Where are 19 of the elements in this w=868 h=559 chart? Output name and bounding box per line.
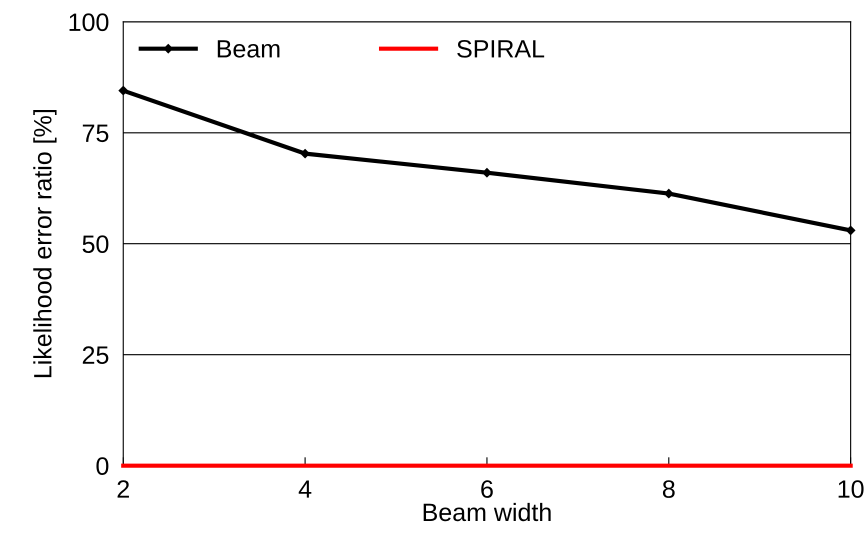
x-tick-label: 6 xyxy=(481,480,493,498)
x-tick-label: 8 xyxy=(662,480,675,498)
legend-label: Beam xyxy=(218,40,280,58)
legend-label: SPIRAL xyxy=(457,40,544,58)
y-axis-title: Likelihood error ratio [%] xyxy=(33,110,57,378)
y-tick-label: 25 xyxy=(82,346,108,364)
point xyxy=(482,168,492,178)
y-tick-label: 75 xyxy=(82,124,108,142)
x-tick-label: 10 xyxy=(838,480,864,498)
x-tick-label: 2 xyxy=(118,480,129,498)
y-tick-label: 100 xyxy=(70,13,108,32)
point xyxy=(846,226,856,236)
point xyxy=(118,86,128,96)
y-tick-label: 50 xyxy=(82,235,108,254)
point xyxy=(664,188,674,198)
y-tick-label: 0 xyxy=(96,457,108,475)
x-axis-title: Beam width xyxy=(424,502,551,522)
x-tick-label: 4 xyxy=(298,480,312,498)
point xyxy=(300,149,310,158)
